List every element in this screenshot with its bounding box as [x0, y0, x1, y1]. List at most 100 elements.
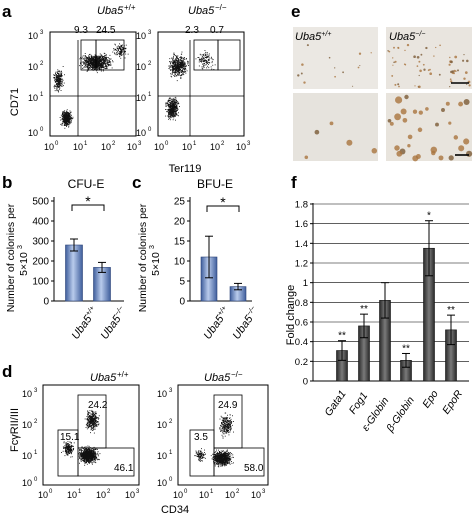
event-dot	[203, 60, 205, 62]
event-dot	[95, 66, 96, 68]
event-dot	[208, 67, 210, 69]
event-dot	[218, 456, 220, 458]
event-dot	[88, 420, 90, 422]
event-dot	[58, 84, 60, 86]
event-dot	[80, 458, 82, 460]
event-dot	[205, 59, 207, 61]
event-dot	[178, 67, 180, 69]
event-dot	[215, 455, 217, 457]
event-dot	[124, 48, 126, 49]
event-dot	[100, 60, 102, 62]
event-dot	[89, 412, 91, 414]
event-dot	[89, 459, 91, 461]
event-dot	[94, 59, 96, 61]
genotype-label-base: Uba5	[204, 372, 231, 384]
event-dot	[88, 413, 89, 415]
event-dot	[53, 85, 55, 87]
event-dot	[104, 55, 105, 57]
event-dot	[89, 461, 91, 463]
event-dot	[179, 69, 181, 71]
event-dot	[54, 74, 55, 76]
event-dot	[95, 455, 97, 457]
gate-value-left: 2.3	[185, 25, 199, 36]
event-dot	[70, 449, 72, 450]
event-dot	[172, 57, 174, 59]
event-dot	[112, 51, 114, 53]
event-dot	[181, 74, 182, 76]
event-dot	[125, 47, 127, 49]
event-dot	[92, 419, 94, 421]
event-dot	[88, 450, 90, 452]
event-dot	[60, 90, 62, 91]
event-dot	[85, 454, 87, 456]
event-dot	[64, 445, 66, 447]
event-dot	[104, 67, 105, 69]
event-dot	[115, 44, 116, 46]
event-dot	[92, 426, 94, 428]
event-dot	[91, 56, 92, 58]
event-dot	[86, 449, 88, 451]
event-dot	[94, 427, 96, 429]
event-dot	[54, 74, 56, 76]
event-dot	[227, 452, 229, 454]
event-dot	[95, 66, 96, 67]
event-dot	[215, 456, 217, 458]
event-dot	[222, 462, 223, 464]
event-dot	[176, 67, 178, 69]
event-dot	[176, 110, 177, 112]
event-dot	[184, 68, 186, 69]
event-dot	[90, 459, 92, 460]
event-dot	[176, 57, 178, 59]
gate-value-left: 9.3	[74, 25, 88, 36]
event-dot	[90, 421, 91, 423]
event-dot	[170, 107, 172, 109]
event-dot	[172, 70, 173, 72]
event-dot	[169, 102, 171, 104]
event-dot	[89, 423, 90, 425]
event-dot	[181, 72, 182, 73]
event-dot	[172, 106, 174, 108]
event-dot	[98, 62, 100, 64]
event-dot	[67, 449, 69, 451]
event-dot	[220, 456, 222, 458]
event-dot	[66, 119, 68, 121]
event-dot	[64, 116, 65, 117]
event-dot	[181, 70, 183, 71]
event-dot	[203, 63, 205, 65]
event-dot	[65, 124, 67, 126]
event-dot	[56, 83, 57, 85]
event-dot	[218, 453, 220, 455]
event-dot	[177, 68, 179, 70]
event-dot	[202, 54, 204, 56]
event-dot	[85, 455, 87, 457]
event-dot	[88, 54, 90, 55]
event-dot	[60, 80, 62, 82]
event-dot	[67, 443, 69, 445]
event-dot	[88, 55, 90, 57]
event-dot	[71, 446, 73, 447]
event-dot	[183, 57, 184, 59]
event-dot	[166, 102, 168, 104]
event-dot	[88, 445, 90, 447]
event-dot	[56, 87, 58, 89]
event-dot	[174, 60, 176, 62]
event-dot	[65, 115, 66, 116]
event-dot	[80, 453, 81, 455]
event-dot	[93, 421, 95, 423]
event-dot	[88, 421, 90, 423]
event-dot	[97, 421, 99, 423]
significance-star: *	[85, 193, 91, 209]
event-dot	[68, 452, 69, 454]
event-dot	[101, 63, 102, 65]
event-dot	[61, 78, 62, 80]
event-dot	[98, 60, 100, 62]
event-dot	[60, 78, 62, 80]
event-dot	[103, 52, 105, 54]
event-dot	[66, 123, 68, 125]
event-dot	[64, 74, 65, 76]
event-dot	[105, 57, 107, 59]
event-dot	[175, 72, 177, 74]
event-dot	[86, 425, 88, 427]
event-dot	[87, 67, 89, 68]
event-dot	[85, 66, 87, 68]
